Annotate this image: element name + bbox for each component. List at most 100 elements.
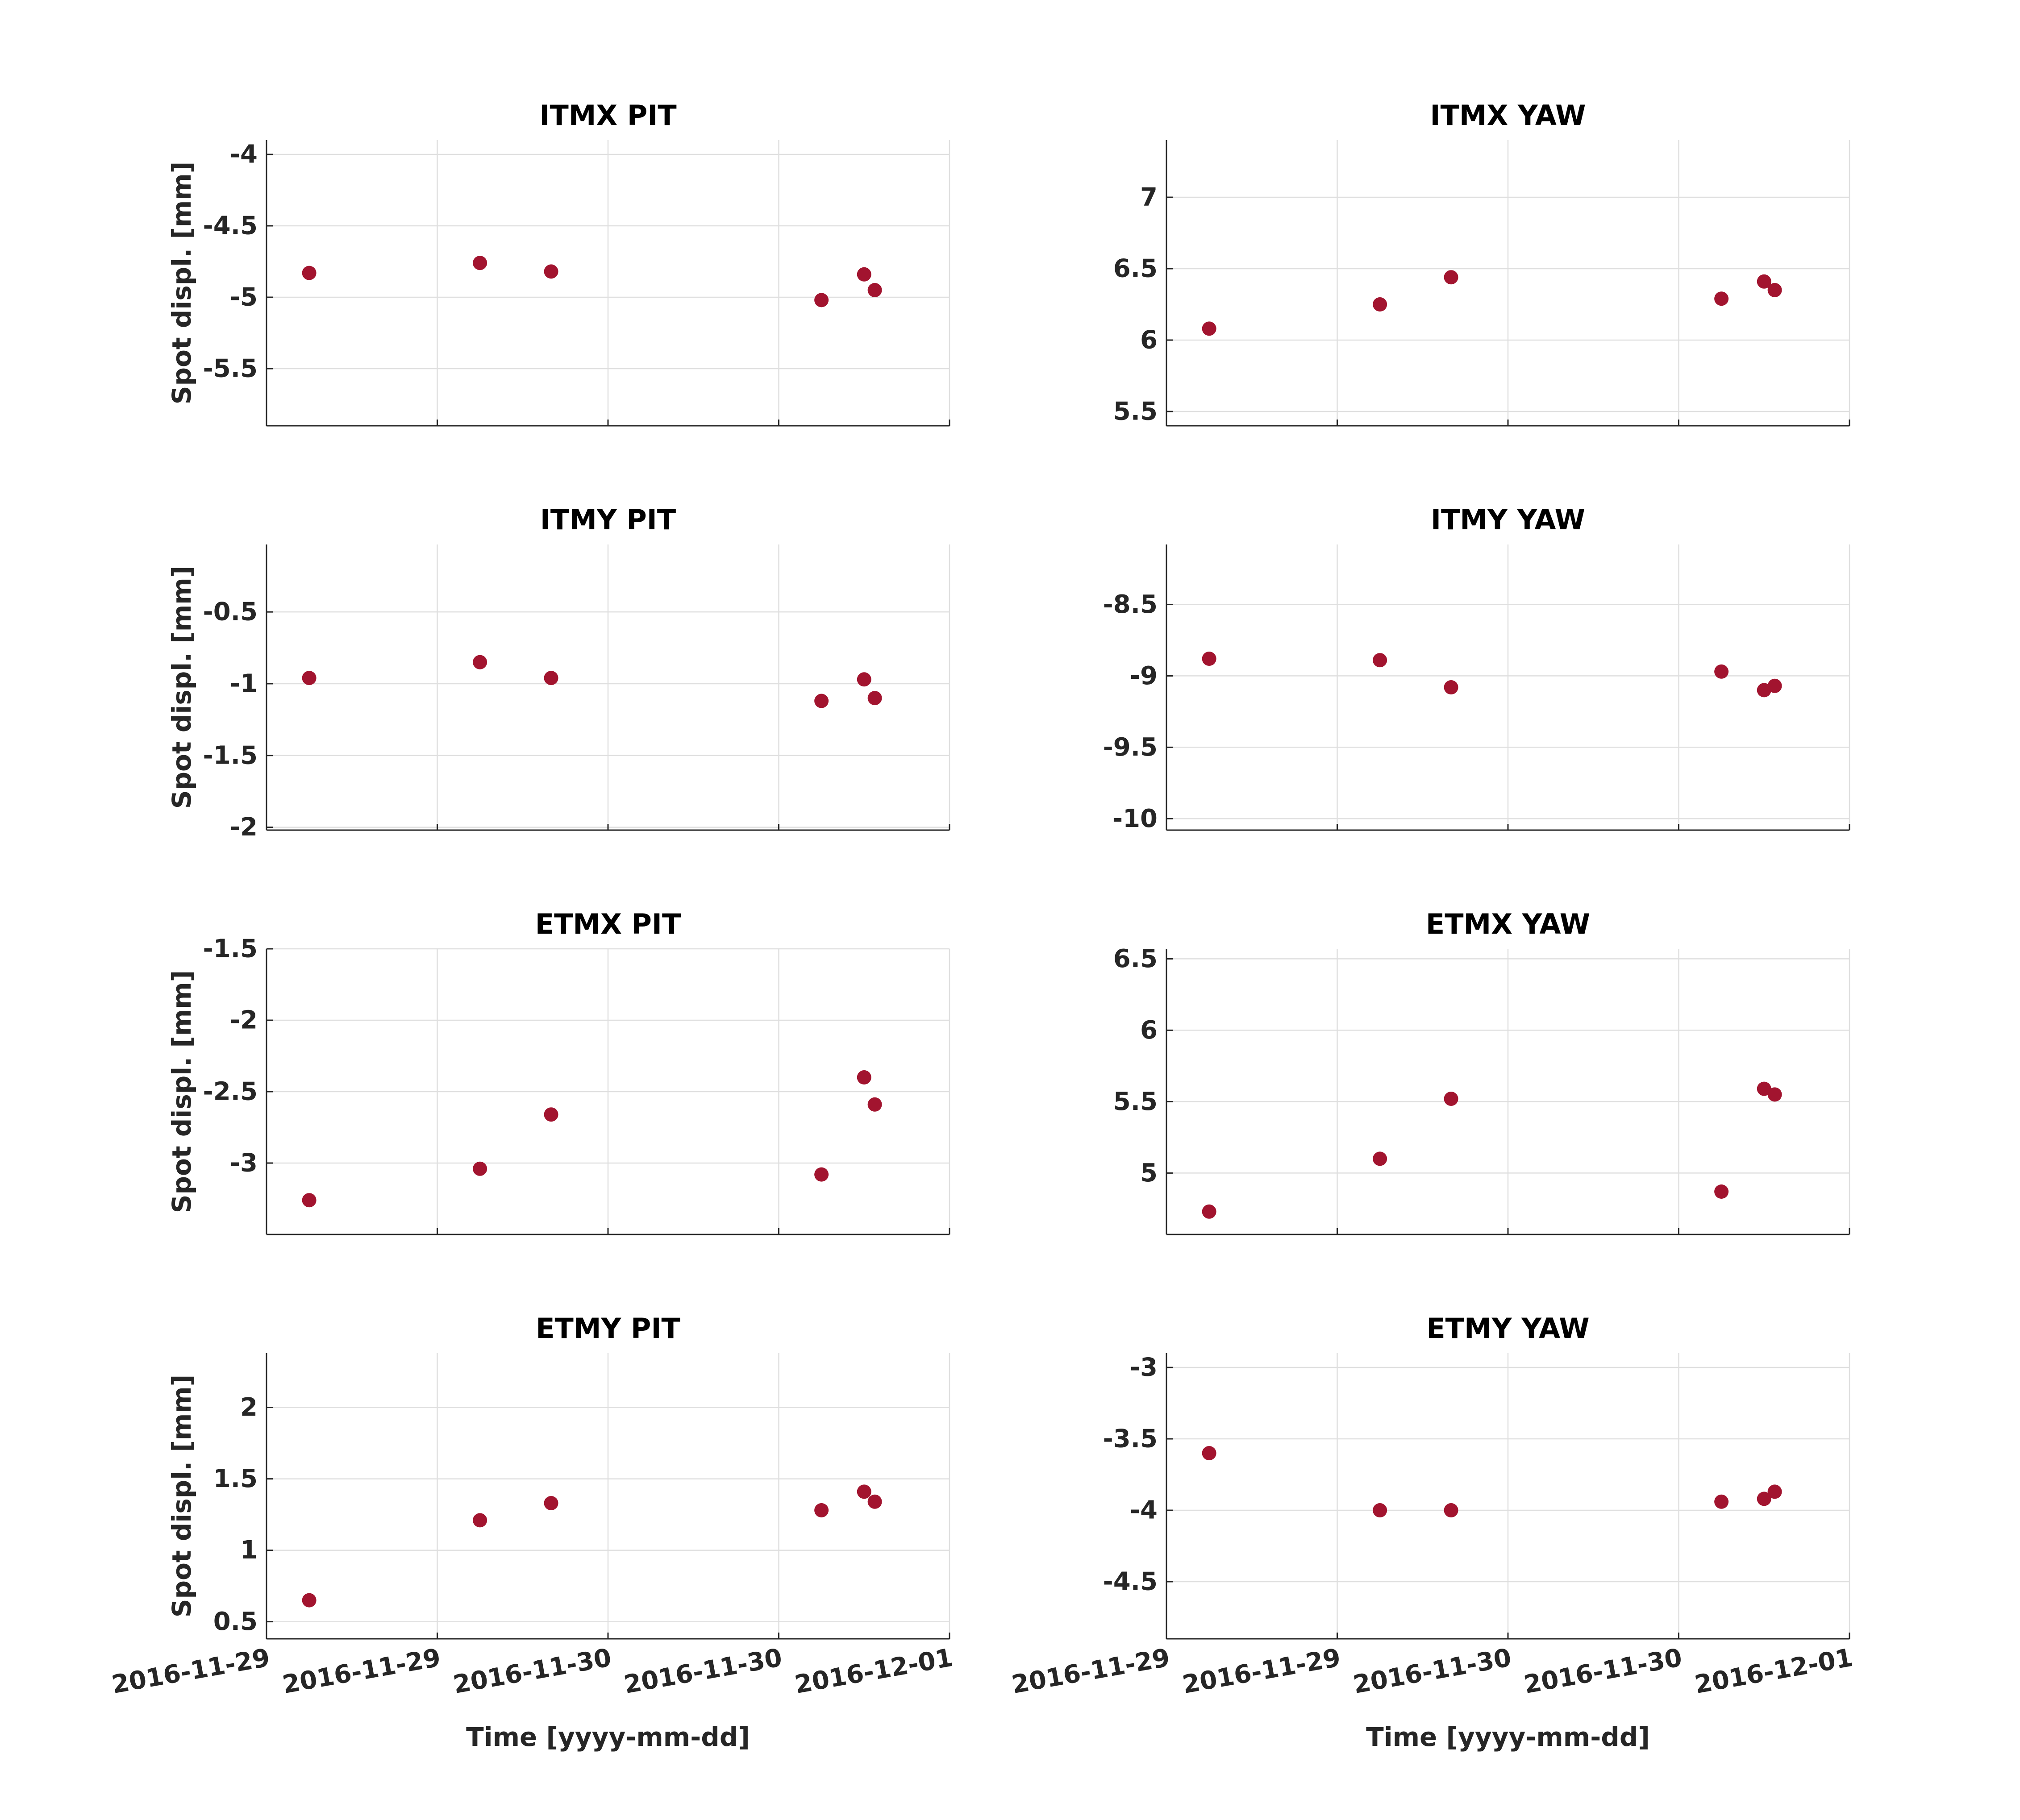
- data-point: [1202, 1204, 1216, 1219]
- data-point: [1373, 1151, 1387, 1166]
- y-axis-label: Spot displ. [mm]: [167, 970, 197, 1213]
- y-tick-label: -3: [1130, 1353, 1158, 1382]
- data-point: [857, 672, 871, 687]
- x-tick-label: 2016-11-30: [622, 1643, 784, 1699]
- subplot-etmx-pit: -3 -2.5 -2 -1.5 ETMX PIT Spot displ. [mm]: [167, 908, 950, 1235]
- y-tick-label: -9.5: [1103, 733, 1158, 762]
- x-tick-label: 2016-12-01: [1692, 1643, 1855, 1699]
- data-point: [1444, 680, 1458, 694]
- y-tick-label: 5.5: [1113, 1087, 1158, 1116]
- data-point: [1373, 653, 1387, 668]
- y-tick-label: 6.5: [1113, 254, 1158, 283]
- subplot-title: ITMX YAW: [1430, 99, 1586, 132]
- subplot-title: ETMX YAW: [1426, 908, 1590, 940]
- y-tick-label: 1: [240, 1536, 258, 1565]
- x-tick-label: 2016-11-30: [451, 1643, 613, 1699]
- y-tick-label: 0.5: [213, 1607, 258, 1636]
- y-tick-label: 5: [1140, 1159, 1158, 1188]
- subplot-etmy-yaw: -4.5 -4 -3.5 -3 ETMY YAW 2016-11-29 2016-11-29…: [1009, 1312, 1855, 1752]
- y-tick-label: -8.5: [1103, 590, 1158, 619]
- y-tick-label: -10: [1112, 804, 1158, 833]
- subplot-etmx-yaw: 5 5.5 6 6.5 ETMX YAW: [1113, 908, 1850, 1235]
- subplot-title: ETMY YAW: [1426, 1312, 1589, 1345]
- y-tick-label: -5: [230, 283, 258, 312]
- data-point: [814, 694, 829, 708]
- data-point: [473, 1513, 487, 1528]
- subplot-title: ETMX PIT: [535, 908, 681, 940]
- data-point: [867, 1097, 882, 1112]
- data-point: [1444, 270, 1458, 285]
- data-point: [1767, 1484, 1782, 1499]
- data-point: [1373, 1503, 1387, 1517]
- x-axis-label: Time [yyyy-mm-dd]: [1366, 1722, 1650, 1752]
- data-point: [473, 655, 487, 669]
- y-tick-label: -1: [230, 669, 258, 698]
- data-point: [1714, 664, 1729, 679]
- subplot-title: ITMY PIT: [540, 503, 676, 536]
- y-tick-label: -1.5: [203, 935, 258, 964]
- subplot-title: ITMX PIT: [539, 99, 676, 132]
- y-tick-label: 2: [240, 1393, 258, 1422]
- x-tick-label: 2016-11-29: [1180, 1643, 1343, 1699]
- data-point: [857, 1070, 871, 1085]
- data-point: [1757, 1492, 1771, 1506]
- data-point: [473, 1161, 487, 1176]
- y-axis-label: Spot displ. [mm]: [167, 1375, 197, 1618]
- data-point: [544, 1107, 558, 1122]
- x-tick-label: 2016-12-01: [792, 1643, 955, 1699]
- y-tick-label: 6: [1140, 326, 1158, 355]
- data-point: [867, 283, 882, 297]
- data-point: [544, 1496, 558, 1510]
- y-tick-label: -1.5: [203, 741, 258, 770]
- data-point: [302, 1593, 317, 1608]
- data-point: [1767, 1087, 1782, 1102]
- y-tick-label: -4.5: [203, 212, 258, 241]
- data-point: [1202, 1446, 1216, 1460]
- subplot-title: ETMY PIT: [536, 1312, 680, 1345]
- y-tick-label: 1.5: [213, 1464, 258, 1493]
- data-point: [1373, 297, 1387, 312]
- data-point: [814, 293, 829, 307]
- subplot-etmy-pit: 0.5 1 1.5 2 ETMY PIT Spot displ. [mm] 2016-11-…: [109, 1312, 955, 1752]
- data-point: [544, 671, 558, 686]
- data-point: [544, 264, 558, 279]
- x-tick-label: 2016-11-30: [1351, 1643, 1513, 1699]
- data-point: [1767, 678, 1782, 693]
- subplot-title: ITMY YAW: [1431, 503, 1585, 536]
- subplot-itmx-yaw: 5.5 6 6.5 7 ITMX YAW: [1113, 99, 1850, 427]
- data-point: [814, 1167, 829, 1182]
- data-point: [1714, 1494, 1729, 1509]
- data-point: [1202, 652, 1216, 666]
- subplot-itmy-pit: -2 -1.5 -1 -0.5 ITMY PIT Spot displ. [mm]: [167, 503, 950, 842]
- y-tick-label: -3.5: [1103, 1425, 1158, 1454]
- y-axis-label: Spot displ. [mm]: [167, 162, 197, 405]
- data-point: [1444, 1092, 1458, 1106]
- data-point: [857, 1484, 871, 1499]
- data-point: [1757, 274, 1771, 289]
- data-point: [1767, 283, 1782, 297]
- y-tick-label: 6: [1140, 1016, 1158, 1045]
- data-point: [814, 1503, 829, 1517]
- data-point: [1202, 321, 1216, 336]
- x-tick-label: 2016-11-30: [1522, 1643, 1684, 1699]
- subplot-itmy-yaw: -10 -9.5 -9 -8.5 ITMY YAW: [1103, 503, 1850, 833]
- data-point: [1714, 1184, 1729, 1199]
- y-tick-label: 6.5: [1113, 944, 1158, 973]
- data-point: [302, 671, 317, 686]
- y-tick-label: -5.5: [203, 354, 258, 383]
- subplot-itmx-pit: -5.5 -5 -4.5 -4 ITMX PIT Spot displ. [mm]: [167, 99, 950, 427]
- data-point: [1757, 1081, 1771, 1096]
- data-point: [302, 1193, 317, 1208]
- y-tick-label: 7: [1140, 183, 1158, 212]
- data-point: [1444, 1503, 1458, 1517]
- x-axis-label: Time [yyyy-mm-dd]: [466, 1722, 750, 1752]
- data-point: [867, 691, 882, 706]
- y-tick-label: -2.5: [203, 1077, 258, 1106]
- y-tick-label: 5.5: [1113, 397, 1158, 426]
- y-tick-label: -4: [230, 140, 258, 169]
- data-point: [302, 266, 317, 280]
- data-point: [867, 1494, 882, 1509]
- data-point: [473, 256, 487, 270]
- y-tick-label: -2: [230, 813, 258, 842]
